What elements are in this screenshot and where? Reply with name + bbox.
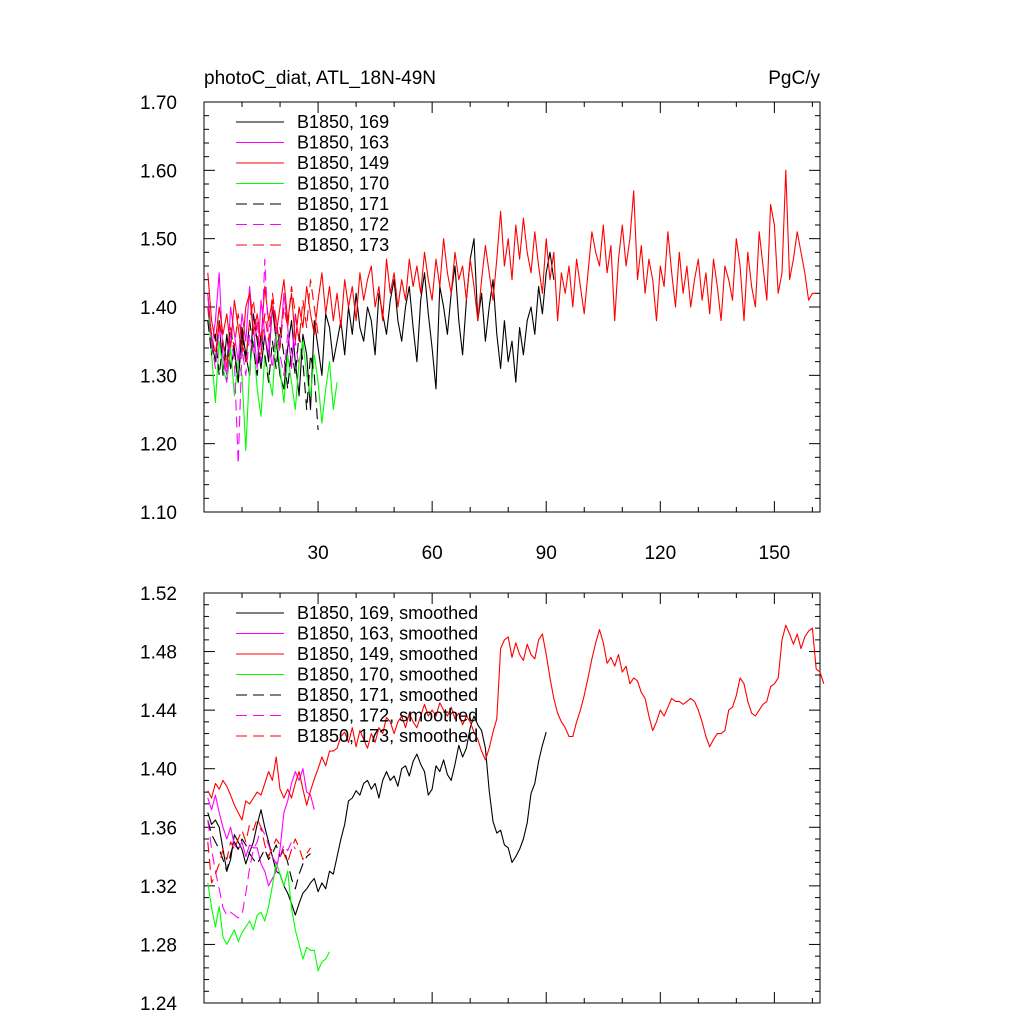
series-line-b1850-171-smoothed — [207, 819, 311, 890]
legend-label-b1850-173-smoothed: B1850, 173, smoothed — [297, 726, 478, 746]
series-line-b1850-172 — [207, 258, 300, 465]
y-tick-label: 1.70 — [140, 93, 177, 114]
y-tick-label: 1.50 — [140, 230, 177, 251]
legend-label-b1850-149: B1850, 149 — [297, 153, 389, 173]
series-line-b1850-173-smoothed — [207, 817, 311, 884]
legend-label-b1850-170: B1850, 170 — [297, 174, 389, 194]
x-tick-label: 30 — [308, 543, 329, 564]
series-line-b1850-163-smoothed — [207, 768, 315, 887]
legend-label-b1850-170-smoothed: B1850, 170, smoothed — [297, 665, 478, 685]
legend-label-b1850-149-smoothed: B1850, 149, smoothed — [297, 644, 478, 664]
y-tick-label: 1.30 — [140, 366, 177, 387]
x-tick-label: 120 — [644, 543, 676, 564]
chart-title: photoC_diat, ATL_18N-49N — [204, 68, 436, 89]
y-tick-label: 1.52 — [140, 584, 177, 605]
top-panel: photoC_diat, ATL_18N-49N PgC/y 1.101.201… — [140, 68, 821, 564]
y-tick-label: 1.44 — [140, 701, 177, 722]
top-axis-ticks: 1.10 1.20 1.30 1.40 1.50 1.60 1.70 30 60 90 120 150 — [140, 93, 820, 564]
y-tick-label: 1.28 — [140, 935, 177, 956]
series-line-b1850-149 — [207, 169, 817, 356]
series-line-b1850-170 — [207, 306, 338, 452]
series-line-b1850-173 — [207, 279, 319, 370]
legend-label-b1850-171-smoothed: B1850, 171, smoothed — [297, 685, 478, 705]
bottom-plot-series — [207, 624, 825, 972]
series-line-b1850-171 — [207, 320, 319, 431]
y-tick-label: 1.10 — [140, 503, 177, 524]
y-tick-label: 1.48 — [140, 643, 177, 664]
series-line-b1850-169-smoothed — [207, 715, 547, 916]
series-line-b1850-149-smoothed — [207, 624, 825, 821]
y-tick-label: 1.24 — [140, 994, 177, 1015]
legend-label-b1850-172-smoothed: B1850, 172, smoothed — [297, 706, 478, 726]
y-tick-label: 1.32 — [140, 877, 177, 898]
legend-label-b1850-173: B1850, 173 — [297, 235, 389, 255]
bottom-panel: 1.24 1.28 1.32 1.36 1.40 1.44 1.48 1.52 B1850, … — [140, 584, 825, 1015]
series-line-b1850-170-smoothed — [207, 861, 330, 972]
y-tick-label: 1.60 — [140, 161, 177, 182]
bottom-plot-frame — [203, 592, 821, 1004]
x-tick-label: 60 — [422, 543, 443, 564]
y-tick-label: 1.36 — [140, 818, 177, 839]
legend-label-b1850-172: B1850, 172 — [297, 215, 389, 235]
y-tick-label: 1.20 — [140, 435, 177, 456]
units-label: PgC/y — [768, 68, 820, 89]
legend-label-b1850-169-smoothed: B1850, 169, smoothed — [297, 603, 478, 623]
y-tick-label: 1.40 — [140, 298, 177, 319]
x-tick-label: 90 — [536, 543, 557, 564]
legend-label-b1850-171: B1850, 171 — [297, 194, 389, 214]
x-tick-label: 150 — [759, 543, 791, 564]
legend-label-b1850-163-smoothed: B1850, 163, smoothed — [297, 624, 478, 644]
series-line-b1850-172-smoothed — [207, 819, 296, 919]
bottom-axis-ticks: 1.24 1.28 1.32 1.36 1.40 1.44 1.48 1.52 — [140, 584, 820, 1015]
legend-label-b1850-163: B1850, 163 — [297, 133, 389, 153]
legend-label-b1850-169: B1850, 169 — [297, 112, 389, 132]
top-plot-series — [207, 169, 817, 465]
series-line-b1850-163 — [207, 272, 300, 376]
y-tick-label: 1.40 — [140, 760, 177, 781]
